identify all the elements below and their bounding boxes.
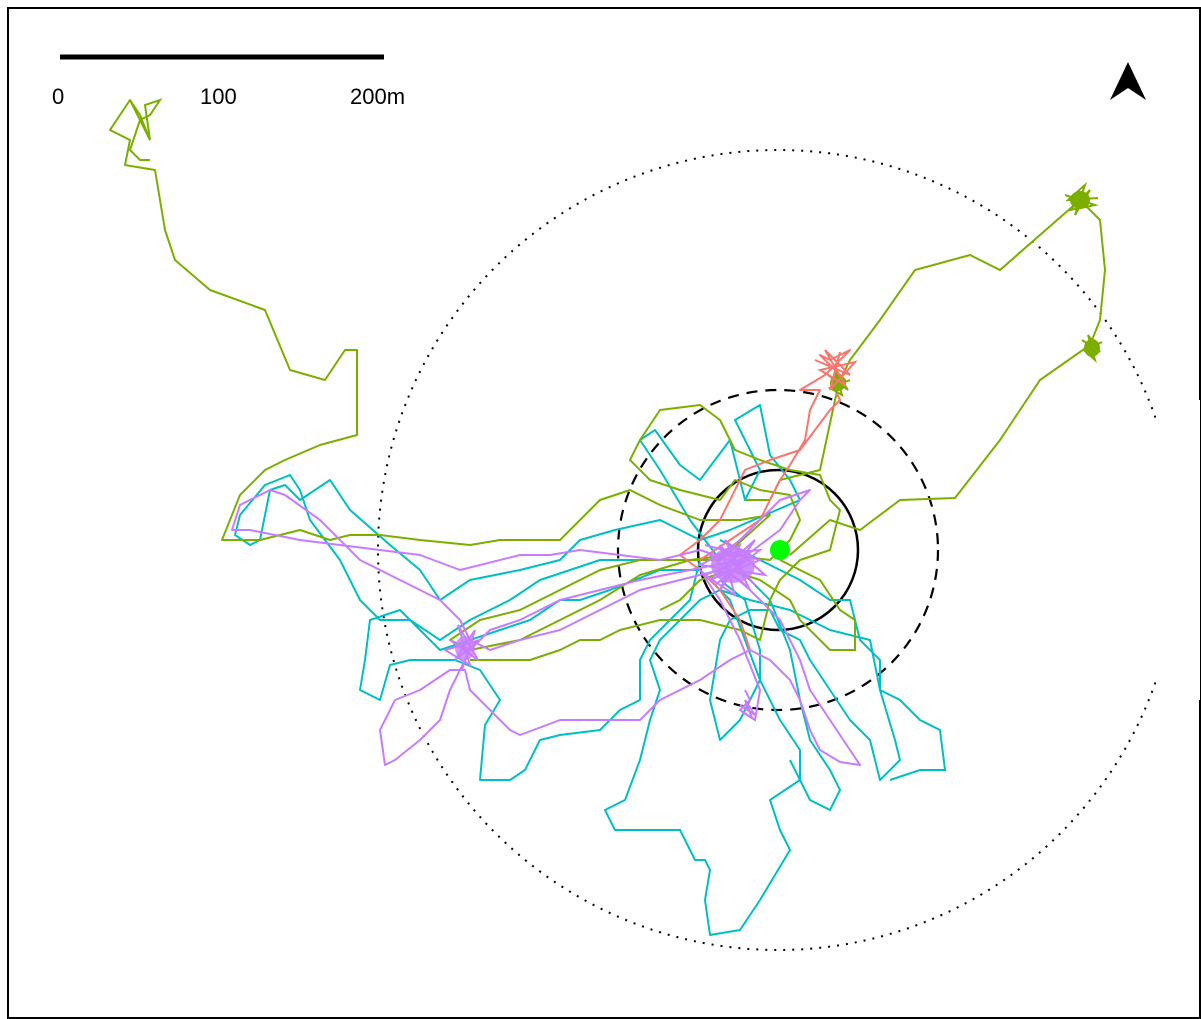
center-point-marker: [770, 540, 790, 560]
purple-cluster-south: [739, 699, 756, 721]
track-purple: [231, 489, 861, 766]
middle-dashed-ring: [616, 388, 940, 712]
north-arrow-icon: [1110, 62, 1146, 100]
track-cyan: [234, 404, 901, 936]
map-border: [7, 7, 1201, 1019]
purple-cluster-center: [696, 539, 769, 598]
olive-cluster-ne-lower: [1081, 334, 1103, 364]
scale-label-100: 100: [200, 84, 237, 109]
track-cyan-branch: [729, 559, 842, 812]
olive-cluster-ne-upper: [1064, 181, 1099, 216]
purple-cluster-west: [442, 624, 481, 671]
scale-label-0: 0: [52, 84, 64, 109]
track-olive-nw-loop: [128, 98, 163, 161]
track-olive-east: [659, 559, 856, 651]
ring-gap-mask: [1156, 400, 1200, 700]
red-cluster: [814, 349, 858, 391]
scale-label-200m: 200m: [350, 84, 405, 109]
track-cyan-branch-east: [719, 539, 947, 781]
track-purple-south: [699, 569, 762, 722]
